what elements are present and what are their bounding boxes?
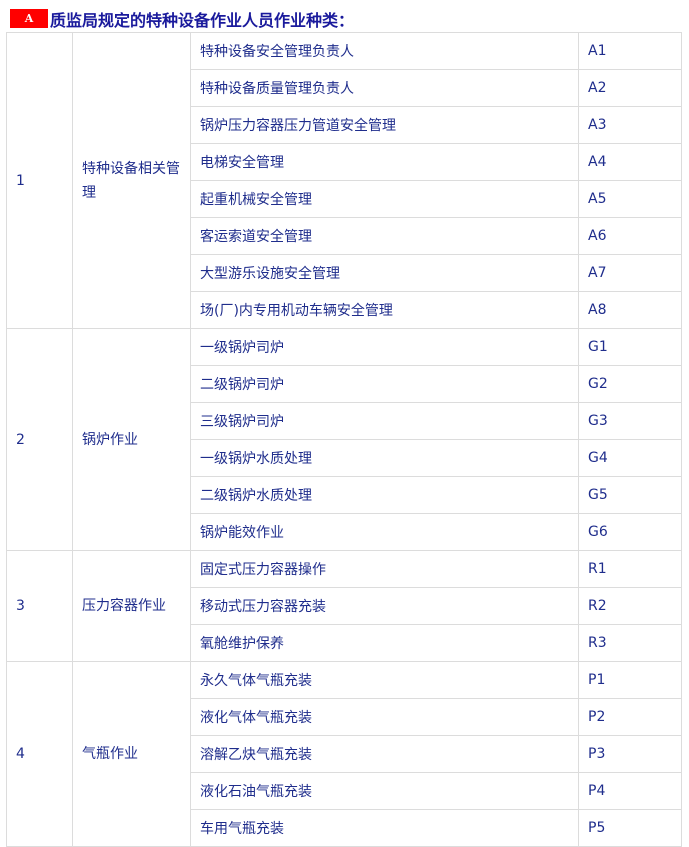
table-row: 场(厂)内专用机动车辆安全管理 A8	[7, 291, 682, 329]
operation-code: A4	[578, 143, 682, 181]
operation-name: 液化石油气瓶充装	[190, 772, 579, 810]
operation-name: 移动式压力容器充装	[190, 587, 579, 625]
group-name: 锅炉作业	[72, 328, 191, 551]
group-number: 4	[6, 661, 73, 847]
table-row: 特种设备质量管理负责人 A2	[7, 69, 682, 107]
operation-code: R1	[578, 550, 682, 588]
operation-code: G6	[578, 513, 682, 551]
operation-name: 二级锅炉司炉	[190, 365, 579, 403]
table-row: 4 气瓶作业 永久气体气瓶充装 P1	[6, 661, 682, 847]
operation-name: 电梯安全管理	[190, 143, 579, 181]
operation-code: A1	[578, 32, 682, 70]
table-row: 二级锅炉司炉 G2	[7, 365, 682, 403]
table-row: 大型游乐设施安全管理 A7	[7, 254, 682, 292]
table-row: 移动式压力容器充装 R2	[7, 587, 682, 625]
table-row: 氧舱维护保养 R3	[7, 624, 682, 662]
operation-name: 特种设备安全管理负责人	[190, 32, 579, 70]
table-row: 客运索道安全管理 A6	[7, 217, 682, 255]
operation-name: 锅炉能效作业	[190, 513, 579, 551]
operation-code: A5	[578, 180, 682, 218]
table-row: 三级锅炉司炉 G3	[7, 402, 682, 440]
table-row: 2 锅炉作业 一级锅炉司炉 G1	[6, 328, 682, 551]
operation-name: 固定式压力容器操作	[190, 550, 579, 588]
table-row: 3 压力容器作业 固定式压力容器操作 R1	[6, 550, 682, 662]
group-number: 1	[6, 32, 73, 329]
table-row: 二级锅炉水质处理 G5	[7, 476, 682, 514]
operation-category-table: 1 特种设备相关管理 特种设备安全管理负责人 A1 特种设备质量管理负责人 A2 锅炉压力容…	[6, 32, 682, 847]
operation-name: 液化气体气瓶充装	[190, 698, 579, 736]
operation-code: R2	[578, 587, 682, 625]
table-row: 溶解乙炔气瓶充装 P3	[7, 735, 682, 773]
operation-code: P2	[578, 698, 682, 736]
group-number: 3	[6, 550, 73, 662]
operation-code: G2	[578, 365, 682, 403]
operation-name: 一级锅炉水质处理	[190, 439, 579, 477]
operation-code: G1	[578, 328, 682, 366]
operation-name: 三级锅炉司炉	[190, 402, 579, 440]
operation-name: 大型游乐设施安全管理	[190, 254, 579, 292]
operation-name: 溶解乙炔气瓶充装	[190, 735, 579, 773]
operation-code: G5	[578, 476, 682, 514]
operation-name: 客运索道安全管理	[190, 217, 579, 255]
operation-code: A7	[578, 254, 682, 292]
table-row: 1 特种设备相关管理 特种设备安全管理负责人 A1	[6, 32, 682, 329]
table-row: 液化石油气瓶充装 P4	[7, 772, 682, 810]
operation-code: P4	[578, 772, 682, 810]
operation-code: G4	[578, 439, 682, 477]
section-badge: A	[10, 9, 48, 28]
operation-code: P3	[578, 735, 682, 773]
operation-name: 一级锅炉司炉	[190, 328, 579, 366]
section-title: A 质监局规定的特种设备作业人员作业种类：	[10, 8, 355, 30]
operation-code: G3	[578, 402, 682, 440]
operation-code: A3	[578, 106, 682, 144]
operation-name: 二级锅炉水质处理	[190, 476, 579, 514]
group-name: 气瓶作业	[72, 661, 191, 847]
operation-name: 氧舱维护保养	[190, 624, 579, 662]
operation-code: R3	[578, 624, 682, 662]
operation-name: 起重机械安全管理	[190, 180, 579, 218]
operation-code: A8	[578, 291, 682, 329]
table-row: 锅炉压力容器压力管道安全管理 A3	[7, 106, 682, 144]
table-row: 锅炉能效作业 G6	[7, 513, 682, 551]
table-row: 起重机械安全管理 A5	[7, 180, 682, 218]
group-number: 2	[6, 328, 73, 551]
table-row: 电梯安全管理 A4	[7, 143, 682, 181]
section-title-text: 质监局规定的特种设备作业人员作业种类：	[50, 10, 355, 30]
operation-name: 永久气体气瓶充装	[190, 661, 579, 699]
group-name: 压力容器作业	[72, 550, 191, 662]
operation-name: 锅炉压力容器压力管道安全管理	[190, 106, 579, 144]
group-name: 特种设备相关管理	[72, 32, 191, 329]
operation-name: 场(厂)内专用机动车辆安全管理	[190, 291, 579, 329]
operation-code: A6	[578, 217, 682, 255]
operation-code: P1	[578, 661, 682, 699]
operation-name: 特种设备质量管理负责人	[190, 69, 579, 107]
operation-code: A2	[578, 69, 682, 107]
table-row: 液化气体气瓶充装 P2	[7, 698, 682, 736]
